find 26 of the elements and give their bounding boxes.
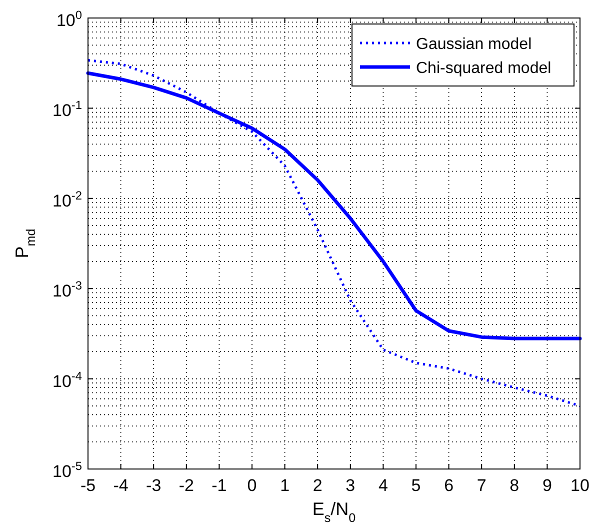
y-tick-label: 10$^{0}$ (56, 8, 82, 30)
y-tick-label: 10$^{-5}$ (52, 459, 82, 481)
x-tick-label: -5 (80, 476, 96, 495)
line-series (86, 59, 582, 408)
y-tick-label: 10$^{-4}$ (52, 368, 82, 391)
y-tick-label: 10$^{-2}$ (52, 188, 82, 210)
x-axis-title: E$_{s}$/N$_{0}$ (312, 499, 356, 525)
x-tick-label: 4 (378, 476, 388, 495)
x-tick-label: -1 (212, 476, 227, 495)
y-tick-label: 10$^{-1}$ (52, 98, 82, 120)
legend-label: Chi-squared model (416, 60, 552, 77)
x-tick-label: 7 (476, 476, 486, 495)
x-tick-label: 10 (570, 476, 590, 495)
x-tick-label: 5 (411, 476, 421, 495)
x-tick-label: 0 (247, 476, 257, 495)
x-tick-label: -2 (178, 476, 194, 495)
legend-label: Gaussian model (416, 36, 532, 53)
x-tick-label: 1 (280, 476, 290, 495)
x-tick-label: 3 (346, 476, 356, 495)
x-tick-label: 6 (444, 476, 454, 495)
x-tick-label: 2 (312, 476, 322, 495)
x-tick-label: 9 (542, 476, 552, 495)
y-tick-label: 10$^{-3}$ (52, 278, 82, 301)
x-tick-label: -3 (146, 476, 162, 495)
x-tick-label: -4 (113, 476, 128, 495)
x-tick-label: 8 (510, 476, 520, 495)
